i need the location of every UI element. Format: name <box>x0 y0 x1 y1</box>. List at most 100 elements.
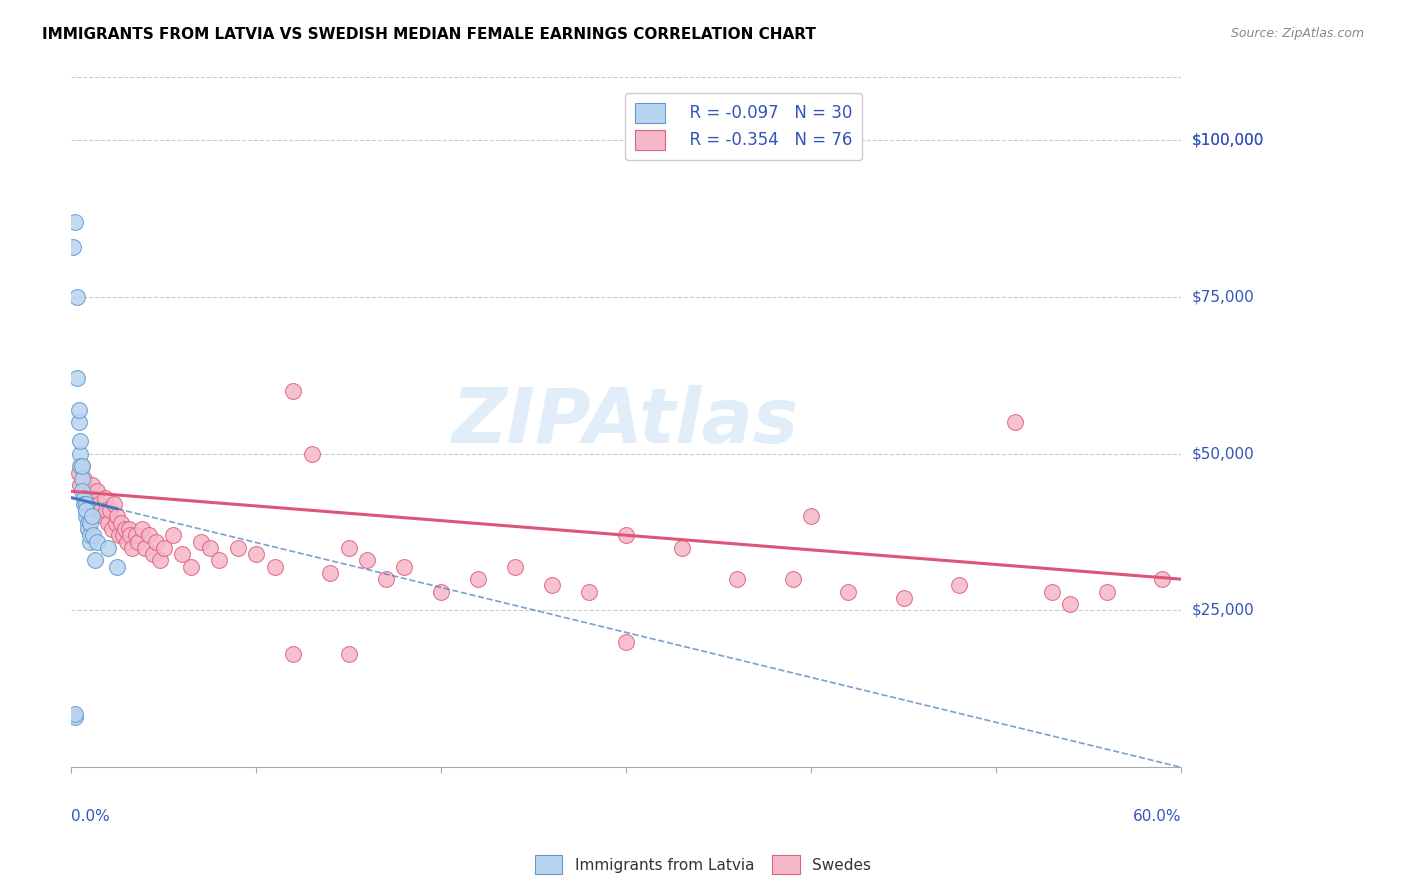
Point <box>142 547 165 561</box>
Point <box>69 478 91 492</box>
Point <box>198 541 221 555</box>
Point <box>67 466 90 480</box>
Point <box>172 547 194 561</box>
Point <box>112 528 135 542</box>
Text: $100,000: $100,000 <box>1192 133 1264 148</box>
Point <box>190 534 212 549</box>
Point <box>578 584 600 599</box>
Point <box>79 534 101 549</box>
Point <box>893 591 915 605</box>
Point <box>97 541 120 555</box>
Point <box>75 484 97 499</box>
Point <box>66 290 89 304</box>
Point <box>108 528 131 542</box>
Point <box>63 710 86 724</box>
Point <box>79 528 101 542</box>
Point <box>114 522 136 536</box>
Point <box>84 503 107 517</box>
Point <box>69 434 91 449</box>
Point <box>86 484 108 499</box>
Point <box>98 503 121 517</box>
Point <box>72 472 94 486</box>
Point <box>503 559 526 574</box>
Point <box>84 553 107 567</box>
Point <box>948 578 970 592</box>
Legend: Immigrants from Latvia, Swedes: Immigrants from Latvia, Swedes <box>529 849 877 880</box>
Point <box>67 402 90 417</box>
Point <box>115 534 138 549</box>
Legend:   R = -0.097   N = 30,   R = -0.354   N = 76: R = -0.097 N = 30, R = -0.354 N = 76 <box>626 93 862 160</box>
Point <box>1152 572 1174 586</box>
Point <box>125 528 148 542</box>
Point <box>63 706 86 721</box>
Point <box>1040 584 1063 599</box>
Point <box>75 497 97 511</box>
Point <box>91 509 114 524</box>
Point <box>86 534 108 549</box>
Point <box>87 497 110 511</box>
Point <box>103 497 125 511</box>
Text: $75,000: $75,000 <box>1192 289 1254 304</box>
Point <box>208 553 231 567</box>
Point <box>69 447 91 461</box>
Point <box>120 528 142 542</box>
Point <box>73 491 96 505</box>
Point <box>162 528 184 542</box>
Text: Source: ZipAtlas.com: Source: ZipAtlas.com <box>1230 27 1364 40</box>
Point <box>79 516 101 530</box>
Text: 0.0%: 0.0% <box>72 809 110 823</box>
Point <box>97 516 120 530</box>
Point <box>69 459 91 474</box>
Point <box>356 553 378 567</box>
Point <box>101 522 124 536</box>
Point <box>614 528 637 542</box>
Point <box>337 648 360 662</box>
Point <box>725 572 748 586</box>
Point <box>337 541 360 555</box>
Point <box>63 215 86 229</box>
Point <box>75 509 97 524</box>
Point <box>104 516 127 530</box>
Point <box>82 528 104 542</box>
Point <box>180 559 202 574</box>
Point <box>374 572 396 586</box>
Text: IMMIGRANTS FROM LATVIA VS SWEDISH MEDIAN FEMALE EARNINGS CORRELATION CHART: IMMIGRANTS FROM LATVIA VS SWEDISH MEDIAN… <box>42 27 815 42</box>
Point <box>800 509 823 524</box>
Point <box>134 541 156 555</box>
Point <box>145 534 167 549</box>
Point <box>77 516 100 530</box>
Point <box>541 578 564 592</box>
Text: $50,000: $50,000 <box>1192 446 1254 461</box>
Point <box>72 459 94 474</box>
Point <box>66 371 89 385</box>
Point <box>837 584 859 599</box>
Text: $25,000: $25,000 <box>1192 603 1254 618</box>
Point <box>82 491 104 505</box>
Point <box>90 503 112 517</box>
Point <box>1095 584 1118 599</box>
Point <box>614 635 637 649</box>
Text: $100,000: $100,000 <box>1192 133 1264 148</box>
Point <box>283 384 305 398</box>
Point <box>226 541 249 555</box>
Point <box>782 572 804 586</box>
Point <box>283 648 305 662</box>
Point <box>138 528 160 542</box>
Point <box>467 572 489 586</box>
Point <box>96 503 118 517</box>
Point <box>107 559 129 574</box>
Point <box>131 522 153 536</box>
Point <box>245 547 267 561</box>
Point <box>671 541 693 555</box>
Point <box>392 559 415 574</box>
Point <box>110 516 132 530</box>
Point <box>67 415 90 429</box>
Point <box>72 484 94 499</box>
Point <box>73 497 96 511</box>
Point <box>127 534 149 549</box>
Text: 60.0%: 60.0% <box>1132 809 1181 823</box>
Point <box>319 566 342 580</box>
Point <box>77 522 100 536</box>
Point <box>152 541 174 555</box>
Point <box>80 509 103 524</box>
